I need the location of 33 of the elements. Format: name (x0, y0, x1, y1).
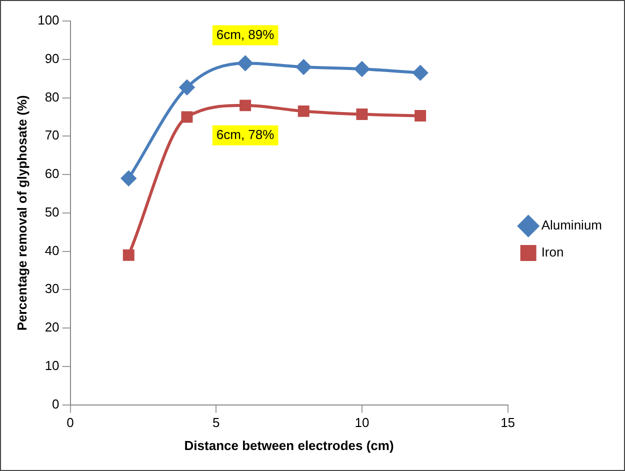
y-axis-title: Percentage removal of glyphosate (%) (14, 95, 30, 331)
point (240, 100, 252, 112)
annotation: 6cm, 78% (216, 127, 275, 142)
point (354, 61, 370, 76)
y-tick-label: 70 (44, 128, 60, 143)
legend-label: Iron (541, 244, 564, 260)
y-tick-label: 40 (44, 242, 60, 258)
y-tick-label: 80 (44, 89, 60, 104)
y-tick-label: 100 (38, 12, 60, 28)
point (122, 249, 134, 261)
point (181, 111, 193, 123)
x-tick-label: 15 (500, 415, 516, 430)
annotation: 6cm, 89% (216, 26, 275, 42)
point (179, 80, 194, 95)
x-axis-title: Distance between electrodes (cm) (184, 438, 394, 453)
x-tick-label: 5 (212, 415, 220, 430)
y-tick-label: 60 (44, 166, 60, 182)
y-tick-label: 10 (44, 358, 60, 373)
point (298, 105, 310, 117)
y-tick-label: 0 (52, 396, 60, 412)
point (414, 110, 426, 122)
legend-label: Aluminium (541, 218, 602, 233)
y-tick-label: 50 (44, 204, 60, 220)
y-tick-label: 90 (44, 50, 60, 66)
point (238, 56, 253, 71)
x-tick-label: 0 (66, 415, 74, 430)
point (356, 108, 368, 120)
y-tick-label: 20 (44, 320, 60, 335)
point (296, 60, 312, 75)
point (412, 65, 428, 80)
y-tick-label: 30 (44, 281, 60, 296)
point (121, 170, 136, 186)
x-tick-label: 10 (354, 415, 370, 430)
